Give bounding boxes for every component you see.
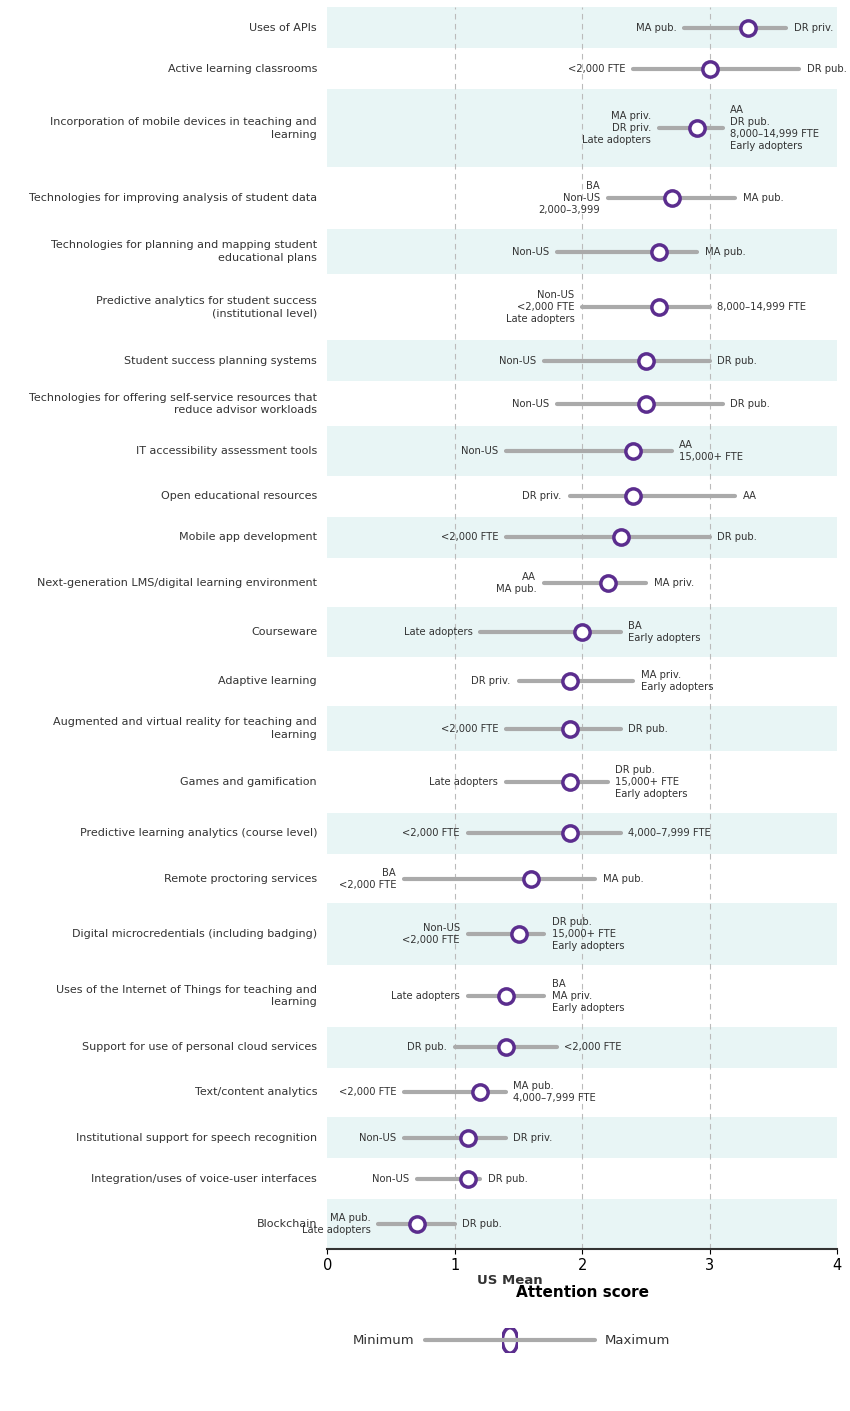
Bar — [327, 1118, 837, 1158]
Text: Minimum: Minimum — [354, 1333, 415, 1348]
Bar — [327, 706, 837, 751]
Circle shape — [502, 1328, 518, 1353]
Text: Support for use of personal cloud services: Support for use of personal cloud servic… — [82, 1043, 317, 1053]
Text: AA
15,000+ FTE: AA 15,000+ FTE — [679, 440, 743, 461]
Text: Augmented and virtual reality for teaching and
learning: Augmented and virtual reality for teachi… — [54, 717, 317, 739]
Text: Non-US: Non-US — [512, 247, 549, 257]
Text: DR pub.: DR pub. — [628, 724, 668, 734]
Text: Blockchain: Blockchain — [257, 1219, 317, 1229]
Text: 8,000–14,999 FTE: 8,000–14,999 FTE — [717, 302, 807, 312]
Text: Technologies for planning and mapping student
educational plans: Technologies for planning and mapping st… — [51, 240, 317, 262]
Text: Remote proctoring services: Remote proctoring services — [164, 873, 317, 883]
Text: AA
DR pub.
8,000–14,999 FTE
Early adopters: AA DR pub. 8,000–14,999 FTE Early adopte… — [730, 106, 819, 151]
Text: Open educational resources: Open educational resources — [161, 491, 317, 501]
Text: AA
MA pub.: AA MA pub. — [496, 571, 536, 594]
Text: Non-US: Non-US — [512, 399, 549, 409]
Text: MA priv.
DR priv.
Late adopters: MA priv. DR priv. Late adopters — [582, 111, 651, 145]
Text: Institutional support for speech recognition: Institutional support for speech recogni… — [76, 1133, 317, 1143]
Bar — [327, 89, 837, 168]
Text: DR priv.: DR priv. — [523, 491, 562, 501]
Text: DR priv.: DR priv. — [513, 1133, 552, 1143]
Bar — [327, 516, 837, 557]
Text: DR pub.
15,000+ FTE
Early adopters: DR pub. 15,000+ FTE Early adopters — [552, 917, 624, 951]
Text: Adaptive learning: Adaptive learning — [218, 676, 317, 686]
Text: Active learning classrooms: Active learning classrooms — [167, 63, 317, 73]
Text: Student success planning systems: Student success planning systems — [124, 356, 317, 365]
Text: Late adopters: Late adopters — [429, 777, 498, 787]
Text: <2,000 FTE: <2,000 FTE — [402, 828, 460, 838]
Text: Non-US: Non-US — [461, 446, 498, 456]
Text: MA priv.: MA priv. — [654, 577, 694, 587]
Text: BA
Non-US
2,000–3,999: BA Non-US 2,000–3,999 — [538, 181, 600, 216]
Bar — [327, 1199, 837, 1249]
Text: Maximum: Maximum — [605, 1333, 671, 1348]
Text: MA pub.: MA pub. — [603, 873, 643, 883]
Text: Text/content analytics: Text/content analytics — [195, 1088, 317, 1098]
Text: DR pub.: DR pub. — [717, 532, 757, 542]
Text: <2,000 FTE: <2,000 FTE — [440, 724, 498, 734]
Text: 4,000–7,999 FTE: 4,000–7,999 FTE — [628, 828, 711, 838]
Text: MA pub.: MA pub. — [743, 193, 784, 203]
Text: Non-US: Non-US — [359, 1133, 396, 1143]
Text: Games and gamification: Games and gamification — [180, 777, 317, 787]
Text: DR pub.: DR pub. — [717, 356, 757, 365]
Text: Non-US: Non-US — [499, 356, 536, 365]
Bar — [327, 426, 837, 476]
Text: DR pub.: DR pub. — [488, 1174, 528, 1184]
Text: Incorporation of mobile devices in teaching and
learning: Incorporation of mobile devices in teach… — [50, 117, 317, 140]
Text: DR pub.: DR pub. — [462, 1219, 502, 1229]
Text: Integration/uses of voice-user interfaces: Integration/uses of voice-user interface… — [91, 1174, 317, 1184]
X-axis label: Attention score: Attention score — [516, 1284, 649, 1300]
Bar — [327, 903, 837, 965]
Text: US Mean: US Mean — [477, 1274, 543, 1287]
Text: <2,000 FTE: <2,000 FTE — [564, 1043, 622, 1053]
Text: <2,000 FTE: <2,000 FTE — [338, 1088, 396, 1098]
Text: Uses of APIs: Uses of APIs — [249, 23, 317, 32]
Text: Predictive analytics for student success
(institutional level): Predictive analytics for student success… — [96, 296, 317, 319]
Text: Next-generation LMS/digital learning environment: Next-generation LMS/digital learning env… — [37, 577, 317, 587]
Text: Late adopters: Late adopters — [404, 626, 473, 636]
Text: DR pub.: DR pub. — [807, 63, 847, 73]
Bar — [327, 229, 837, 274]
Text: IT accessibility assessment tools: IT accessibility assessment tools — [136, 446, 317, 456]
Text: Predictive learning analytics (course level): Predictive learning analytics (course le… — [80, 828, 317, 838]
Text: Non-US: Non-US — [371, 1174, 409, 1184]
Bar — [327, 813, 837, 854]
Text: DR pub.: DR pub. — [407, 1043, 447, 1053]
Text: AA: AA — [743, 491, 756, 501]
Text: MA pub.: MA pub. — [705, 247, 745, 257]
Text: Technologies for improving analysis of student data: Technologies for improving analysis of s… — [29, 193, 317, 203]
Bar — [327, 340, 837, 381]
Text: DR pub.: DR pub. — [730, 399, 770, 409]
Text: Late adopters: Late adopters — [391, 991, 460, 1000]
Text: DR pub.
15,000+ FTE
Early adopters: DR pub. 15,000+ FTE Early adopters — [615, 765, 688, 799]
Text: Mobile app development: Mobile app development — [179, 532, 317, 542]
Text: <2,000 FTE: <2,000 FTE — [440, 532, 498, 542]
Bar — [327, 607, 837, 656]
Bar — [327, 7, 837, 48]
Text: DR priv.: DR priv. — [472, 676, 511, 686]
Text: MA pub.: MA pub. — [636, 23, 677, 32]
Text: BA
<2,000 FTE: BA <2,000 FTE — [338, 868, 396, 890]
Text: Non-US
<2,000 FTE: Non-US <2,000 FTE — [402, 923, 460, 945]
Text: MA pub.
4,000–7,999 FTE: MA pub. 4,000–7,999 FTE — [513, 1081, 596, 1103]
Text: Non-US
<2,000 FTE
Late adopters: Non-US <2,000 FTE Late adopters — [506, 291, 575, 325]
Text: DR priv.: DR priv. — [794, 23, 833, 32]
Text: Courseware: Courseware — [251, 626, 317, 636]
Text: BA
MA priv.
Early adopters: BA MA priv. Early adopters — [552, 979, 624, 1013]
Text: Digital microcredentials (including badging): Digital microcredentials (including badg… — [72, 930, 317, 940]
Text: MA pub.
Late adopters: MA pub. Late adopters — [302, 1213, 371, 1235]
Text: Technologies for offering self-service resources that
reduce advisor workloads: Technologies for offering self-service r… — [29, 392, 317, 415]
Text: BA
Early adopters: BA Early adopters — [628, 621, 700, 643]
Text: MA priv.
Early adopters: MA priv. Early adopters — [641, 670, 713, 693]
Text: Uses of the Internet of Things for teaching and
learning: Uses of the Internet of Things for teach… — [56, 985, 317, 1007]
Bar — [327, 1027, 837, 1068]
Text: <2,000 FTE: <2,000 FTE — [568, 63, 626, 73]
